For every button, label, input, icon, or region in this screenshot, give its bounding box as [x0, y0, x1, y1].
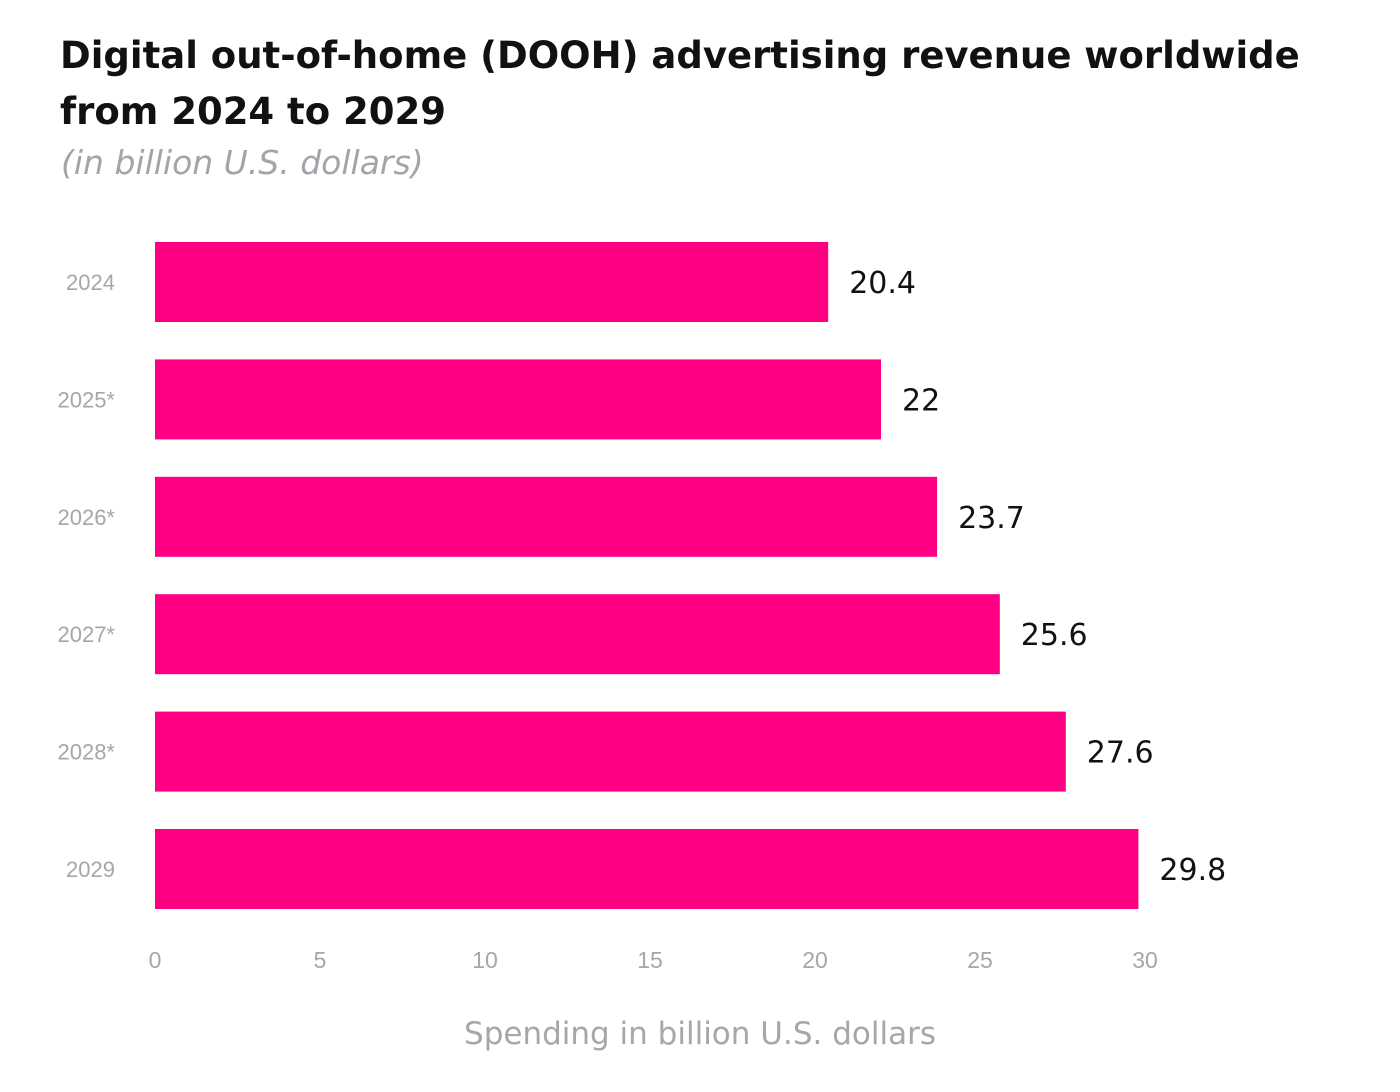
x-tick-label-25: 25: [967, 947, 993, 973]
bar-2029: [155, 829, 1139, 909]
value-label-2024: 20.4: [849, 266, 916, 301]
category-label-2024: 2024: [66, 270, 115, 295]
value-label-2027-projected: 25.6: [1021, 618, 1088, 653]
category-label-2025-projected: 2025*: [57, 387, 115, 412]
bar-2028-projected: [155, 711, 1066, 792]
category-labels-group: 2024 2025* 2026* 2027* 2028* 2029: [57, 270, 115, 882]
x-axis-ticks-group: 0 5 10 15 20 25 30: [149, 947, 1158, 973]
bar-2027-projected: [155, 594, 1000, 675]
bar-2026-projected: [155, 476, 938, 557]
category-label-2028-projected: 2028*: [57, 740, 115, 765]
category-label-2026-projected: 2026*: [57, 505, 115, 530]
value-label-2028-projected: 27.6: [1087, 736, 1154, 771]
value-labels-group: 20.4 22 23.7 25.6 27.6 29.8: [849, 266, 1226, 888]
value-label-2026-projected: 23.7: [958, 501, 1025, 536]
category-label-2029: 2029: [66, 857, 115, 882]
bar-2024: [155, 242, 829, 322]
chart-subtitle: (in billion U.S. dollars): [61, 143, 424, 182]
x-tick-label-10: 10: [472, 947, 498, 973]
value-label-2029: 29.8: [1159, 853, 1226, 888]
x-tick-label-0: 0: [149, 947, 162, 973]
chart-title: Digital out-of-home (DOOH) advertising r…: [60, 34, 1300, 133]
bars-group: [155, 242, 1139, 909]
x-tick-label-5: 5: [314, 947, 327, 973]
x-axis-title: Spending in billion U.S. dollars: [464, 1016, 936, 1052]
x-tick-label-30: 30: [1132, 947, 1158, 973]
value-label-2025-projected: 22: [902, 383, 940, 418]
x-tick-label-20: 20: [802, 947, 828, 973]
x-tick-label-15: 15: [637, 947, 663, 973]
bar-2025-projected: [155, 359, 881, 440]
category-label-2027-projected: 2027*: [57, 622, 115, 647]
